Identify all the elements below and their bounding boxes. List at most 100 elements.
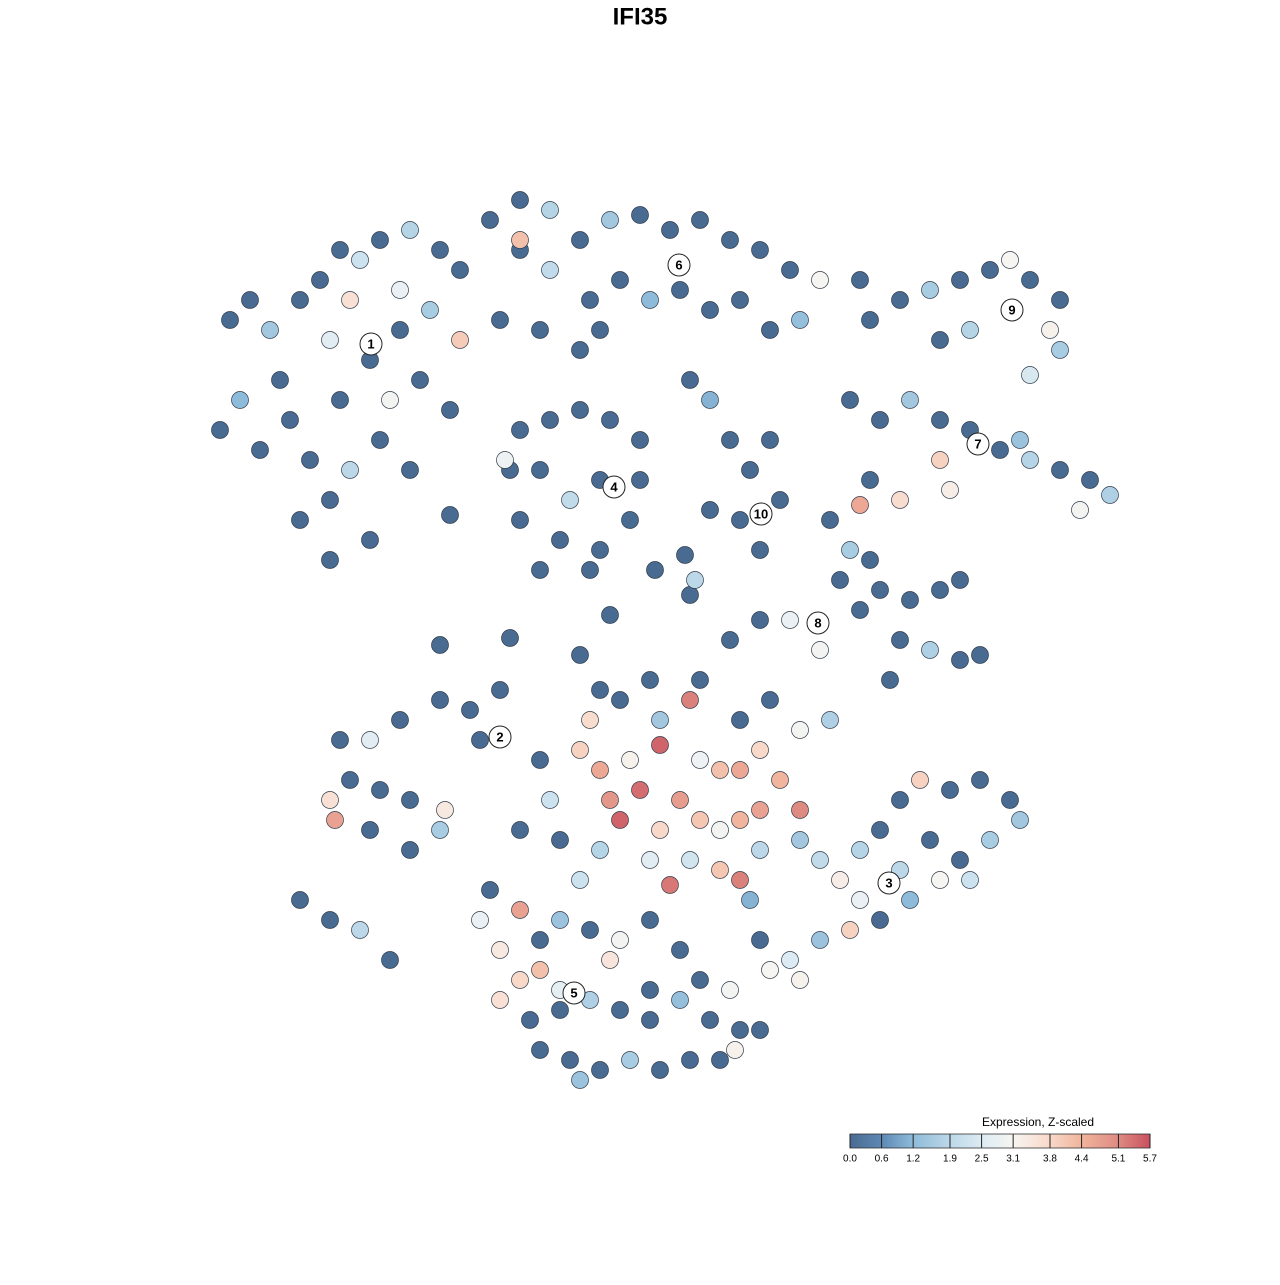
- point: [281, 411, 299, 429]
- point: [471, 911, 489, 929]
- point: [721, 631, 739, 649]
- point: [431, 241, 449, 259]
- cluster-marker: [1000, 298, 1024, 322]
- point: [761, 691, 779, 709]
- point: [781, 611, 799, 629]
- colorbar-tick-label: 5.1: [1111, 1154, 1125, 1165]
- point: [601, 411, 619, 429]
- cluster-marker: [562, 981, 586, 1005]
- point: [686, 571, 704, 589]
- point: [401, 461, 419, 479]
- point: [1101, 486, 1119, 504]
- point: [811, 271, 829, 289]
- point: [941, 781, 959, 799]
- point: [781, 951, 799, 969]
- colorbar-tick-label: 4.4: [1075, 1154, 1089, 1165]
- point: [851, 271, 869, 289]
- point: [261, 321, 279, 339]
- point: [571, 401, 589, 419]
- point: [491, 941, 509, 959]
- colorbar-tick-label: 1.9: [943, 1154, 957, 1165]
- point: [721, 231, 739, 249]
- point: [951, 651, 969, 669]
- cluster-marker: [359, 332, 383, 356]
- point: [691, 971, 709, 989]
- point: [301, 451, 319, 469]
- point: [531, 1041, 549, 1059]
- point: [671, 941, 689, 959]
- point: [511, 231, 529, 249]
- point: [211, 421, 229, 439]
- point: [511, 901, 529, 919]
- point: [621, 511, 639, 529]
- point: [751, 741, 769, 759]
- point: [751, 931, 769, 949]
- point: [681, 851, 699, 869]
- point: [591, 1061, 609, 1079]
- point: [531, 931, 549, 949]
- point: [961, 871, 979, 889]
- point: [641, 671, 659, 689]
- point: [421, 301, 439, 319]
- point: [381, 951, 399, 969]
- point: [721, 431, 739, 449]
- point: [511, 821, 529, 839]
- point: [221, 311, 239, 329]
- point: [631, 781, 649, 799]
- point: [571, 1071, 589, 1089]
- point: [861, 551, 879, 569]
- point: [631, 471, 649, 489]
- point: [691, 671, 709, 689]
- point: [791, 311, 809, 329]
- colorbar: [849, 1133, 1151, 1149]
- point: [321, 551, 339, 569]
- point: [891, 631, 909, 649]
- point: [326, 811, 344, 829]
- point: [761, 321, 779, 339]
- point: [431, 691, 449, 709]
- point: [291, 511, 309, 529]
- point: [551, 831, 569, 849]
- point: [571, 231, 589, 249]
- cluster-marker: [877, 871, 901, 895]
- point: [431, 636, 449, 654]
- point: [461, 701, 479, 719]
- point: [541, 261, 559, 279]
- point: [436, 801, 454, 819]
- point: [451, 261, 469, 279]
- point: [711, 761, 729, 779]
- point: [271, 371, 289, 389]
- point: [621, 1051, 639, 1069]
- cluster-label: 8: [814, 615, 821, 630]
- point: [621, 751, 639, 769]
- point: [1051, 291, 1069, 309]
- point: [581, 711, 599, 729]
- point: [991, 441, 1009, 459]
- point: [591, 321, 609, 339]
- point: [841, 921, 859, 939]
- point: [391, 711, 409, 729]
- point: [951, 851, 969, 869]
- point: [881, 671, 899, 689]
- point: [381, 391, 399, 409]
- point: [341, 771, 359, 789]
- point: [591, 841, 609, 859]
- point: [971, 771, 989, 789]
- point: [371, 431, 389, 449]
- colorbar-tick-label: 0.6: [875, 1154, 889, 1165]
- point: [721, 981, 739, 999]
- point: [676, 546, 694, 564]
- point: [1081, 471, 1099, 489]
- point: [631, 431, 649, 449]
- point: [931, 581, 949, 599]
- cluster-label: 7: [974, 436, 981, 451]
- point: [491, 311, 509, 329]
- point: [641, 851, 659, 869]
- point: [641, 911, 659, 929]
- point: [791, 971, 809, 989]
- point: [601, 211, 619, 229]
- point: [331, 241, 349, 259]
- point: [931, 411, 949, 429]
- point: [401, 221, 419, 239]
- point: [681, 371, 699, 389]
